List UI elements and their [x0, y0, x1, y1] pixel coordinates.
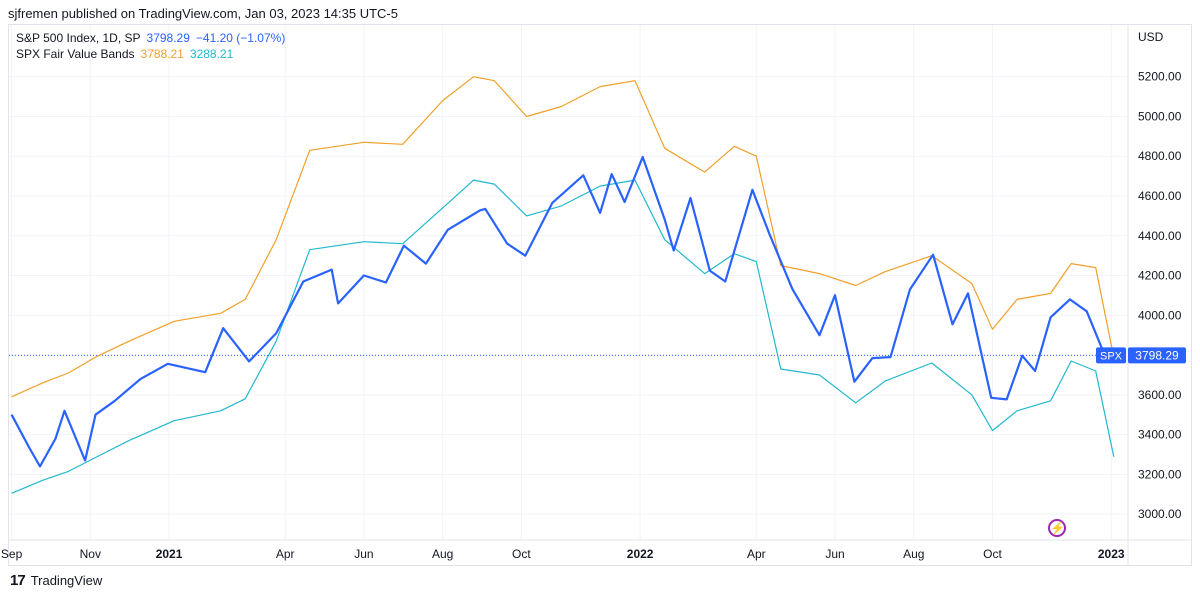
- legend-bands-upper: 3788.21: [140, 47, 184, 61]
- legend-row-spx[interactable]: S&P 500 Index, 1D, SP 3798.29 −41.20 (−1.0…: [16, 30, 285, 46]
- x-tick-label: Jun: [354, 547, 373, 561]
- x-tick-label: Aug: [903, 547, 924, 561]
- y-tick-label: 4600.00: [1138, 189, 1182, 203]
- x-tick-label: Oct: [983, 547, 1002, 561]
- y-tick-label: 3600.00: [1138, 388, 1182, 402]
- x-tick-label: 2022: [627, 547, 654, 561]
- y-tick-label: 3400.00: [1138, 428, 1182, 442]
- x-tick-label: Aug: [432, 547, 453, 561]
- x-tick-label: Jun: [825, 547, 844, 561]
- footer-brand-name: TradingView: [30, 573, 103, 588]
- legend-spx-change: −41.20 (−1.07%): [195, 31, 286, 45]
- price-tag-symbol-bg: [1096, 347, 1126, 364]
- currency-label[interactable]: USD: [1138, 30, 1164, 44]
- x-tick-label: 2023: [1098, 547, 1125, 561]
- x-tick-label: Apr: [276, 547, 295, 561]
- legend-row-bands[interactable]: SPX Fair Value Bands 3788.21 3288.21: [16, 46, 285, 62]
- x-axis: Sep Nov 2021 Apr Jun Aug Oct 2022 Apr Jun Aug Oct 20…: [1, 547, 1125, 561]
- y-tick-label: 5000.00: [1138, 109, 1182, 123]
- lightning-icon[interactable]: ⚡: [1048, 519, 1066, 537]
- footer-brand[interactable]: 17 TradingView: [10, 572, 102, 589]
- publisher-note: sjfremen published on TradingView.com, J…: [8, 6, 398, 21]
- price-tag-symbol: SPX: [1100, 350, 1123, 362]
- y-tick-label: 4800.00: [1138, 149, 1182, 163]
- lower-band-line: [11, 179, 1115, 494]
- price-tag-value: 3798.29: [1135, 348, 1179, 362]
- legend-spx-name: S&P 500 Index, 1D, SP: [16, 31, 141, 45]
- x-tick-label: Nov: [80, 547, 101, 561]
- y-tick-label: 5200.00: [1138, 70, 1182, 84]
- y-tick-label: 4400.00: [1138, 229, 1182, 243]
- x-tick-label: 2021: [156, 547, 183, 561]
- legend-bands-lower: 3288.21: [189, 47, 234, 61]
- chart-legend: S&P 500 Index, 1D, SP 3798.29 −41.20 (−1.0…: [16, 30, 285, 62]
- chart-series: [10, 76, 1115, 494]
- x-tick-label: Apr: [747, 547, 766, 561]
- legend-bands-name: SPX Fair Value Bands: [16, 47, 135, 61]
- y-tick-label: 4000.00: [1138, 308, 1182, 322]
- y-tick-label: 4200.00: [1138, 269, 1182, 283]
- tradingview-logo-icon: 17: [10, 572, 26, 589]
- upper-band-line: [11, 76, 1115, 398]
- price-tag: SPX 3798.29: [1096, 347, 1186, 364]
- y-axis: 3000.003200.003400.003600.003800.004000.…: [1138, 70, 1182, 521]
- chart-grid: [9, 25, 1192, 566]
- x-tick-label: Oct: [512, 547, 531, 561]
- y-tick-label: 3200.00: [1138, 467, 1182, 481]
- price-tag-value-bg: [1128, 347, 1186, 364]
- y-tick-label: 3000.00: [1138, 507, 1182, 521]
- legend-spx-value: 3798.29: [146, 31, 190, 45]
- chart-frame[interactable]: [8, 24, 1192, 566]
- x-tick-label: Sep: [1, 547, 23, 561]
- spx-line: [10, 155, 1115, 468]
